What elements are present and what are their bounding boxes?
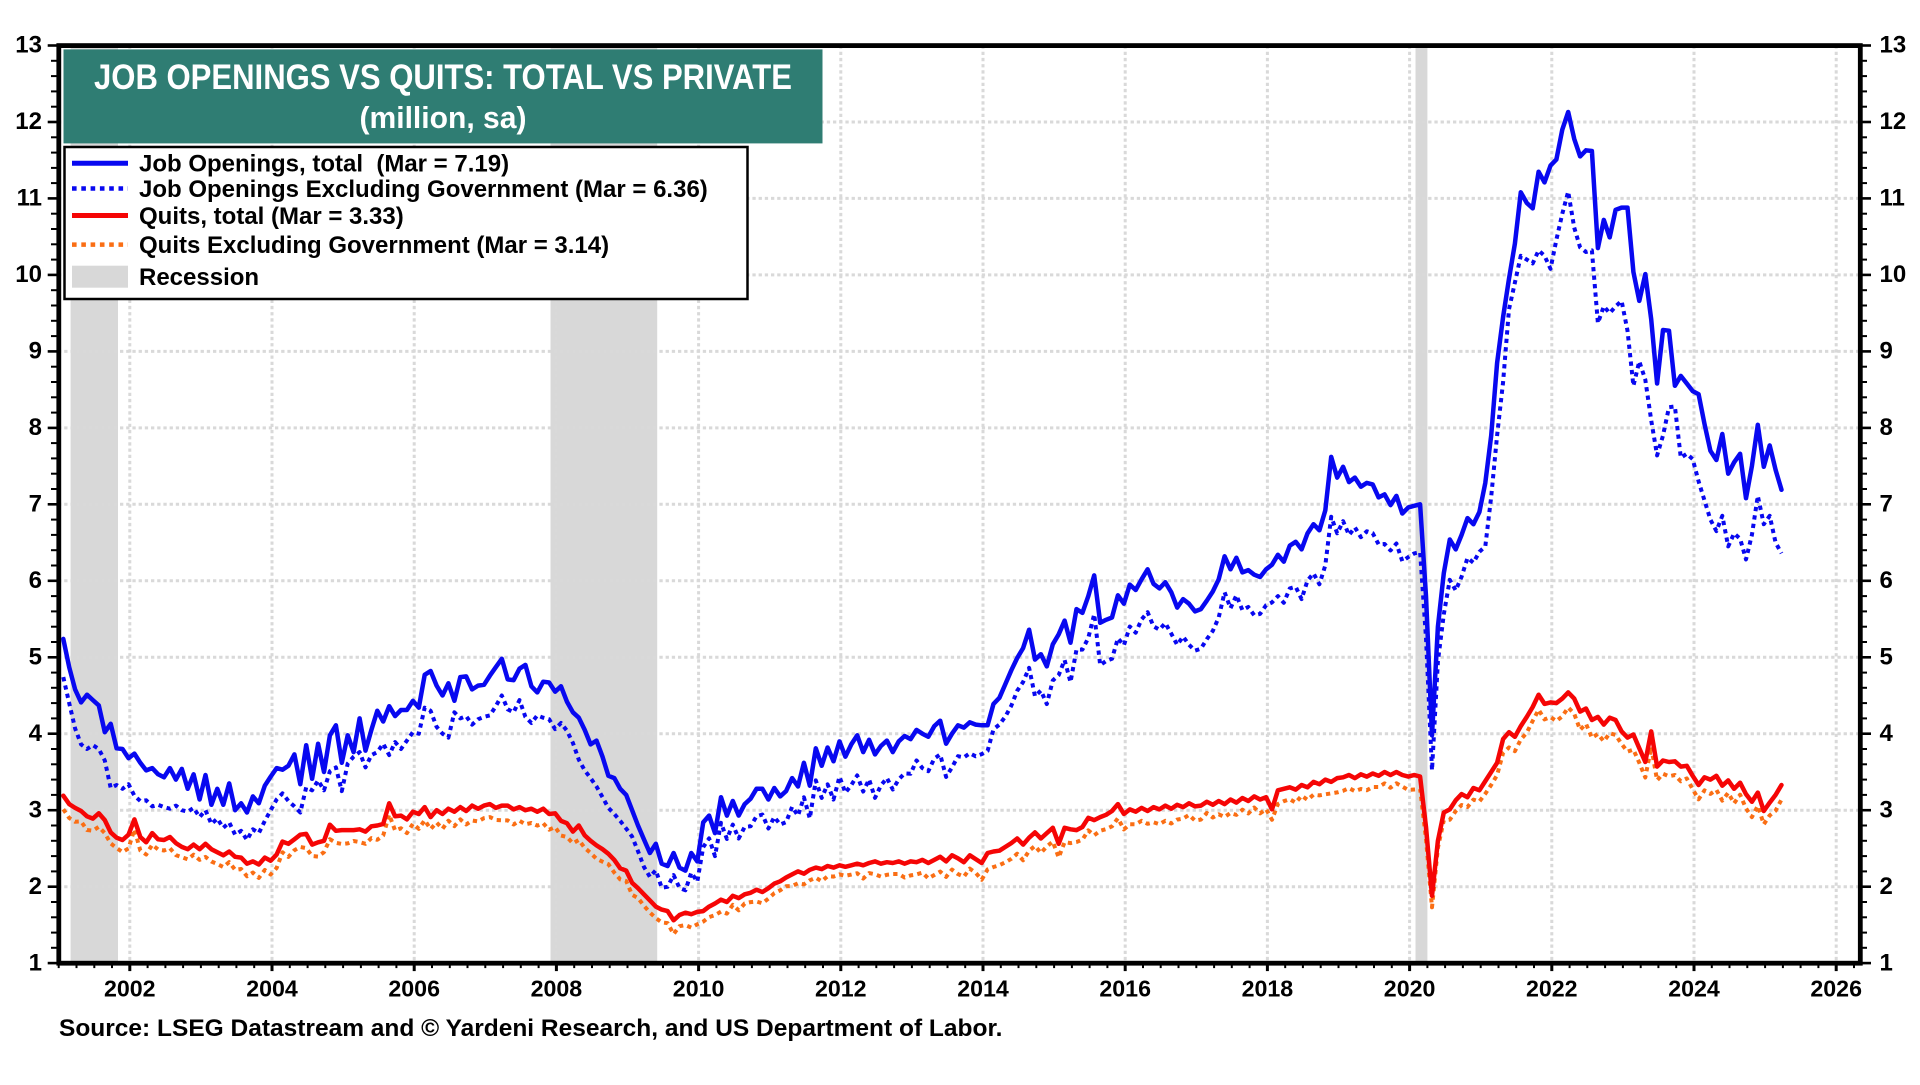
svg-text:8: 8 [29, 414, 42, 441]
svg-text:1: 1 [29, 949, 42, 976]
svg-text:3: 3 [1880, 796, 1893, 823]
svg-text:7: 7 [29, 491, 42, 518]
svg-text:10: 10 [15, 261, 42, 288]
svg-text:(million, sa): (million, sa) [360, 100, 527, 135]
svg-text:2: 2 [1880, 873, 1893, 900]
svg-text:11: 11 [1880, 185, 1905, 212]
svg-text:Job Openings, total (Mar = 7.: Job Openings, total (Mar = 7.19) [139, 151, 509, 178]
svg-text:Job Openings Excluding Governm: Job Openings Excluding Government (Mar =… [139, 176, 708, 203]
svg-text:2014: 2014 [957, 976, 1009, 1002]
svg-text:2010: 2010 [673, 976, 725, 1002]
svg-text:Quits, total (Mar = 3.33): Quits, total (Mar = 3.33) [139, 203, 404, 230]
svg-text:6: 6 [29, 567, 42, 594]
svg-text:2024: 2024 [1668, 976, 1720, 1002]
svg-text:2: 2 [29, 873, 42, 900]
svg-text:5: 5 [1880, 644, 1893, 671]
svg-text:2008: 2008 [531, 976, 583, 1002]
svg-text:9: 9 [29, 338, 42, 365]
svg-text:13: 13 [1880, 32, 1907, 59]
svg-text:13: 13 [15, 32, 42, 59]
svg-text:12: 12 [15, 108, 42, 135]
svg-text:5: 5 [29, 644, 42, 671]
svg-text:2022: 2022 [1526, 976, 1578, 1002]
svg-text:6: 6 [1880, 567, 1893, 594]
svg-text:12: 12 [1880, 108, 1907, 135]
svg-text:2016: 2016 [1099, 976, 1151, 1002]
svg-text:3: 3 [29, 796, 42, 823]
svg-text:Quits Excluding Government (Ma: Quits Excluding Government (Mar = 3.14) [139, 232, 609, 259]
svg-text:2012: 2012 [815, 976, 867, 1002]
svg-text:9: 9 [1880, 338, 1893, 365]
svg-text:JOB OPENINGS VS QUITS: TOTAL V: JOB OPENINGS VS QUITS: TOTAL VS PRIVATE [94, 58, 792, 97]
svg-text:2002: 2002 [104, 976, 156, 1002]
svg-text:2020: 2020 [1384, 976, 1436, 1002]
svg-text:2006: 2006 [388, 976, 440, 1002]
svg-text:4: 4 [1880, 720, 1894, 747]
svg-text:11: 11 [17, 185, 42, 212]
svg-text:2018: 2018 [1242, 976, 1294, 1002]
svg-text:2026: 2026 [1810, 976, 1862, 1002]
svg-text:4: 4 [29, 720, 43, 747]
svg-text:1: 1 [1880, 949, 1893, 976]
svg-text:8: 8 [1880, 414, 1893, 441]
svg-text:10: 10 [1880, 261, 1907, 288]
svg-text:Source: LSEG Datastream and ©: Source: LSEG Datastream and © Yardeni Re… [59, 1015, 1002, 1042]
svg-text:2004: 2004 [246, 976, 298, 1002]
svg-text:Recession: Recession [139, 264, 259, 291]
svg-text:7: 7 [1880, 491, 1893, 518]
